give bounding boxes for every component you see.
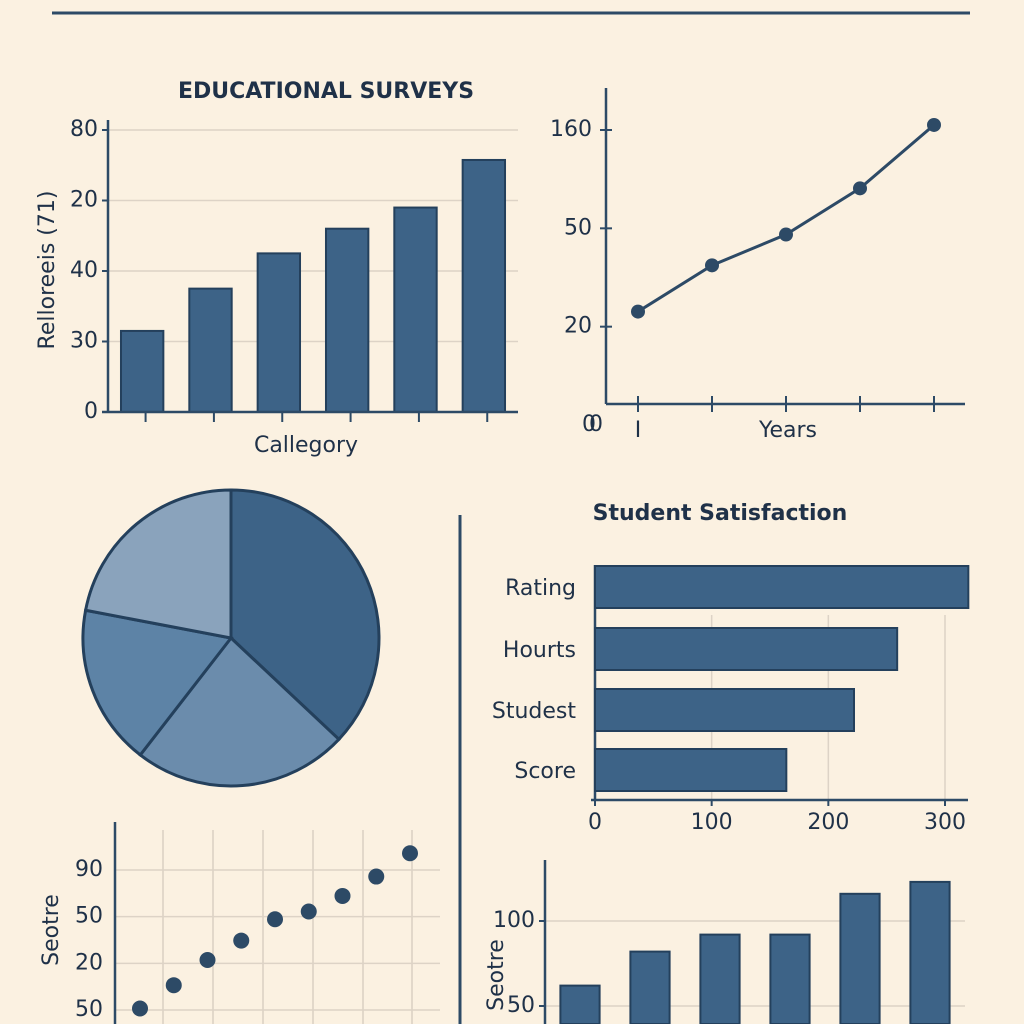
x-tick-label: 200 (807, 810, 849, 835)
y-tick-label: 20 (70, 188, 98, 213)
bar (256, 252, 302, 413)
point (334, 887, 351, 904)
x-tick-label: I (635, 418, 642, 443)
bar (188, 287, 233, 413)
y-tick-label: 30 (70, 329, 98, 354)
pie-slice (81, 608, 234, 758)
chart-title: Student Satisfaction (593, 501, 848, 526)
bar (594, 627, 899, 671)
bar (324, 227, 370, 413)
point (927, 117, 941, 132)
bar (559, 984, 601, 1024)
pie-slice (229, 488, 381, 742)
y-axis-label: Seotre (484, 939, 509, 1011)
x-tick-label: 0 (588, 810, 602, 835)
point (267, 911, 283, 928)
bar (909, 880, 951, 1024)
x-axis-label: Callegory (254, 433, 358, 458)
y-tick-label: Rating (505, 576, 576, 601)
y-tick-label: 50 (75, 997, 103, 1022)
y-tick-label: 50 (507, 993, 535, 1018)
scatter-vertical-grid (162, 830, 413, 1024)
y-tick-label: 40 (70, 258, 98, 283)
bar (629, 950, 671, 1024)
point (132, 1000, 148, 1017)
pie-slice (138, 635, 342, 788)
point (233, 932, 250, 949)
y-tick-label: Hourts (503, 638, 576, 663)
bar (594, 565, 970, 609)
y-tick-label: 0 (582, 412, 596, 437)
chart-title: EDUCATIONAL SURVEYS (178, 79, 474, 104)
x-tick-label: 300 (924, 810, 966, 835)
y-tick-label: 50 (564, 215, 592, 240)
point (402, 845, 418, 862)
y-tick-label: 20 (564, 314, 592, 339)
y-tick-label: 0 (84, 399, 98, 424)
point (779, 227, 793, 242)
y-axis-label: Seotre (39, 894, 64, 966)
x-axis-label: Years (758, 418, 817, 443)
point (300, 903, 317, 920)
y-axis-label: Relloreeis (71) (35, 191, 60, 350)
point (165, 977, 182, 994)
y-tick-label: 50 (75, 904, 103, 929)
bar (393, 206, 438, 413)
point (853, 181, 867, 196)
y-tick-label: 90 (75, 857, 103, 882)
point (199, 951, 216, 968)
y-tick-label: Studest (492, 699, 576, 724)
bar (594, 688, 855, 732)
origin-label: 0 (589, 412, 603, 437)
bar (769, 933, 811, 1024)
point (631, 304, 645, 319)
y-tick-label: 100 (493, 908, 535, 933)
y-tick-label: Score (514, 759, 576, 784)
x-tick-label: 100 (691, 810, 733, 835)
bar (461, 158, 507, 413)
bar (839, 892, 881, 1024)
bar (119, 329, 165, 413)
bar (594, 748, 788, 792)
point (705, 258, 719, 273)
y-tick-label: 80 (70, 117, 98, 142)
bar (699, 933, 741, 1024)
point (368, 868, 385, 885)
pie-slice (83, 488, 233, 640)
y-tick-label: 160 (550, 117, 592, 142)
y-tick-label: 20 (75, 950, 103, 975)
